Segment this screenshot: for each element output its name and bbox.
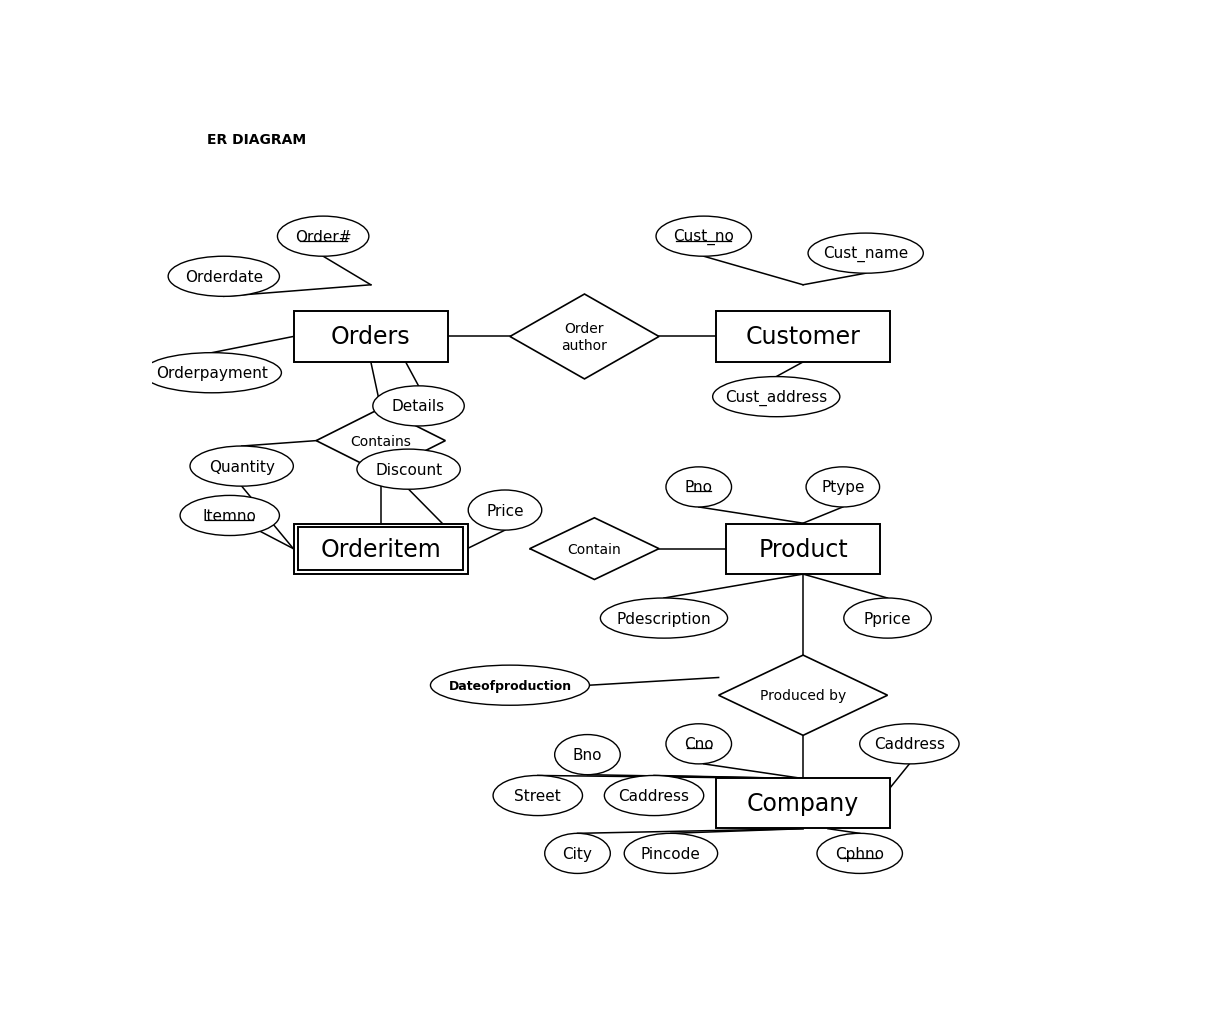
Ellipse shape [666,724,732,764]
Bar [716,312,890,362]
Ellipse shape [713,377,840,418]
Polygon shape [510,295,659,379]
Text: Cust_no: Cust_no [674,228,734,245]
Polygon shape [317,408,446,473]
Ellipse shape [544,833,610,874]
Text: Contain: Contain [568,542,621,556]
Text: Orders: Orders [331,326,410,349]
Ellipse shape [430,665,590,706]
Bar [294,524,468,574]
Polygon shape [719,655,888,736]
Ellipse shape [817,833,903,874]
Ellipse shape [860,724,959,764]
Text: Pno: Pno [685,480,713,495]
Text: City: City [563,846,592,861]
Ellipse shape [604,775,704,816]
Text: Orderpayment: Orderpayment [156,366,268,381]
Ellipse shape [600,599,727,639]
Ellipse shape [844,599,932,639]
Text: ER DIAGRAM: ER DIAGRAM [207,132,306,147]
Text: Details: Details [392,399,445,413]
Text: Orderdate: Orderdate [185,270,263,284]
Text: Company: Company [747,792,859,816]
Text: Discount: Discount [375,462,442,477]
Text: Contains: Contains [351,434,412,448]
Bar [716,778,890,828]
Ellipse shape [180,496,279,536]
Ellipse shape [278,217,369,257]
Ellipse shape [657,217,752,257]
Text: Price: Price [486,503,524,518]
Text: Ptype: Ptype [821,480,865,495]
Ellipse shape [468,490,542,531]
Ellipse shape [666,467,732,508]
Text: Caddress: Caddress [873,737,945,751]
Ellipse shape [554,735,620,774]
Text: Customer: Customer [745,326,860,349]
Bar [298,528,463,570]
Ellipse shape [168,257,279,297]
Ellipse shape [624,833,717,874]
Bar [294,312,448,362]
Text: Caddress: Caddress [619,789,689,803]
Ellipse shape [190,447,294,486]
Ellipse shape [357,450,460,489]
Text: Produced by: Produced by [760,688,847,703]
Ellipse shape [143,353,281,393]
Text: Order
author: Order author [561,323,608,352]
Text: Dateofproduction: Dateofproduction [448,679,571,692]
Text: Order#: Order# [295,229,352,245]
Text: Cphno: Cphno [836,846,884,861]
Text: Product: Product [758,537,848,561]
Text: Orderitem: Orderitem [320,537,441,561]
Bar [726,524,881,574]
Text: Pdescription: Pdescription [616,611,711,626]
Text: Cno: Cno [685,737,714,751]
Text: Pincode: Pincode [641,846,700,861]
Ellipse shape [493,775,582,816]
Text: Bno: Bno [572,747,602,762]
Text: Quantity: Quantity [208,459,274,474]
Ellipse shape [806,467,879,508]
Text: Street: Street [514,789,561,803]
Ellipse shape [373,386,464,427]
Text: Itemno: Itemno [203,509,257,524]
Text: Cust_address: Cust_address [725,389,827,405]
Text: Pprice: Pprice [864,611,911,626]
Ellipse shape [808,234,923,274]
Text: Cust_name: Cust_name [823,246,909,262]
Polygon shape [530,519,659,580]
